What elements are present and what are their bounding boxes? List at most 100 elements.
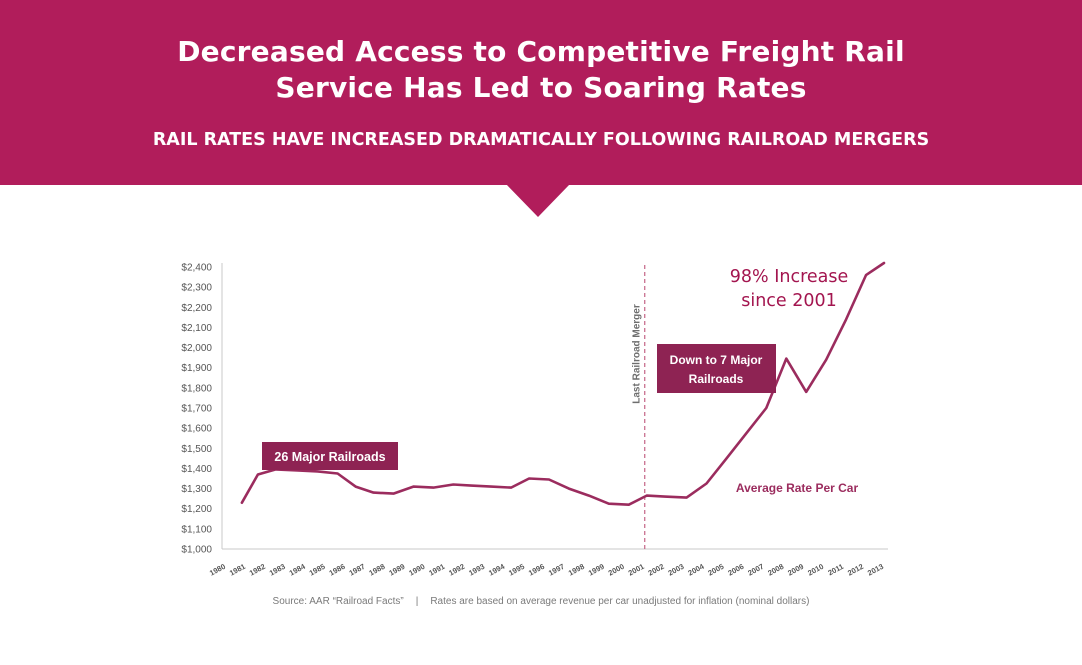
data-point [490,485,492,488]
series-label: Average Rate Per Car [736,481,859,495]
x-tick-label: 2001 [627,562,646,578]
x-tick-label: 1991 [427,562,446,578]
x-tick-label: 1995 [507,562,526,578]
data-point [392,492,395,495]
x-tick-label: 2003 [667,562,686,578]
source-separator: | [415,596,419,607]
x-tick-label: 2002 [647,562,666,578]
data-point [765,407,768,409]
y-tick-label: $1,100 [181,524,212,535]
data-point [452,483,455,486]
source-text: Source: AAR “Railroad Facts” [272,596,404,607]
x-tick-label: 1986 [328,562,347,578]
y-tick-label: $1,600 [181,424,212,435]
x-tick-label: 1981 [228,562,247,578]
increase-label-line2: since 2001 [741,291,837,311]
data-point [568,487,570,490]
data-point [645,494,648,497]
y-tick-label: $2,300 [181,283,212,294]
x-tick-label: 1984 [288,561,308,577]
page-subtitle: RAIL RATES HAVE INCREASED DRAMATICALLY F… [152,130,930,150]
y-tick-label: $1,700 [181,404,212,415]
page-title: Decreased Access to Competitive Freight … [0,34,1082,106]
banner-pointer [506,184,570,217]
x-tick-label: 2010 [806,562,825,578]
x-tick-label: 2008 [766,562,785,578]
label-7-railroads-line1: Down to 7 Major [670,353,763,367]
data-point [336,472,339,475]
series-line-average-rate-per-car [240,261,886,507]
y-tick-label: $2,100 [181,323,212,334]
y-tick-label: $1,500 [181,444,212,455]
x-tick-label: 2006 [726,562,745,578]
x-tick-label: 1980 [208,562,227,578]
x-tick-label: 1987 [348,562,367,578]
data-point [257,473,259,476]
x-tick-label: 2011 [826,562,845,578]
x-tick-label: 1982 [248,562,267,578]
data-point [883,262,885,264]
data-point [725,457,728,460]
x-tick-label: 1990 [407,562,426,578]
header-banner: Decreased Access to Competitive Freight … [0,0,1082,185]
data-point [805,391,808,393]
data-point [354,485,357,488]
x-tick-label: 1994 [487,561,507,577]
data-point [608,502,610,505]
x-tick-label: 1996 [527,562,546,578]
data-point [627,503,630,506]
x-tick-label: 2012 [846,562,865,578]
y-tick-label: $1,900 [181,363,212,374]
x-tick-label: 2013 [866,562,885,578]
x-tick-label: 2007 [746,562,765,578]
x-tick-label: 1983 [268,562,287,578]
data-point [432,486,435,489]
y-tick-label: $2,200 [181,303,212,314]
data-point [296,469,299,472]
data-point [316,470,319,473]
data-point [663,495,666,498]
label-26-railroads: 26 Major Railroads [274,450,385,464]
x-tick-label: 2005 [706,562,725,578]
y-tick-label: $2,400 [181,263,212,274]
data-point [845,318,847,321]
data-point [528,477,530,480]
data-point [548,478,550,481]
chart-source-note: Source: AAR “Railroad Facts” | Rates are b… [0,596,1082,607]
x-tick-label: 1998 [567,562,586,578]
x-tick-label: 2004 [687,561,707,577]
label-box-7-railroads [657,344,776,393]
data-point [470,484,473,487]
data-point [685,496,688,499]
data-point [241,501,243,504]
data-point [865,274,867,276]
data-point [412,485,415,488]
y-tick-label: $2,000 [181,343,212,354]
x-tick-label: 1988 [367,562,386,578]
x-tick-label: 2009 [786,562,805,578]
data-point [588,494,590,497]
data-point [745,432,748,434]
x-tick-label: 1985 [308,562,327,578]
x-tick-label: 2000 [607,562,626,578]
x-tick-label: 1989 [387,562,406,578]
y-tick-label: $1,200 [181,504,212,515]
merger-label: Last Railroad Merger [632,304,643,404]
data-point [510,486,512,489]
label-7-railroads-line2: Railroads [689,372,744,386]
x-tick-label: 1997 [547,562,566,578]
title-line-2: Service Has Led to Soaring Rates [275,71,807,104]
source-note: Rates are based on average revenue per c… [430,596,810,607]
y-tick-label: $1,400 [181,464,212,475]
x-tick-label: 1993 [467,562,486,578]
x-tick-label: 1999 [587,562,606,578]
data-point [785,357,788,360]
data-point [372,491,375,494]
y-tick-label: $1,800 [181,383,212,394]
label-box-26-railroads [262,442,398,470]
data-point [705,482,708,485]
data-point [825,358,827,361]
x-tick-label: 1992 [447,562,466,578]
increase-label-line1: 98% Increase [730,267,849,287]
